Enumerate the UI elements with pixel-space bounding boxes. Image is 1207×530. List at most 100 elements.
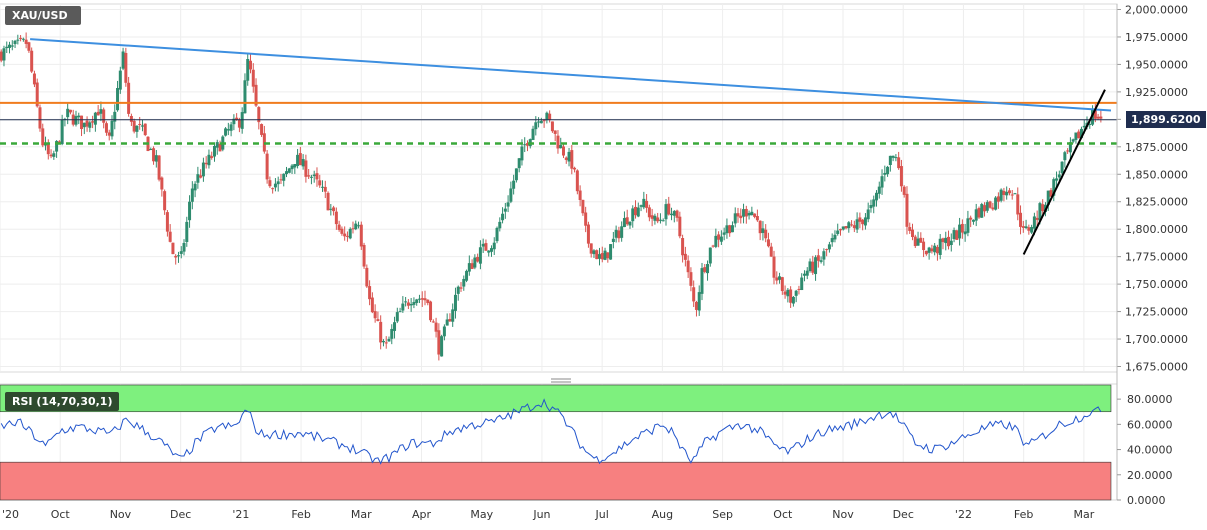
up-candle [312,174,316,177]
up-candle [176,255,180,257]
down-candle [525,143,529,146]
up-candle [603,250,607,260]
down-candle [1010,194,1014,196]
up-candle [240,112,244,129]
y-tick-label: 1,775.0000 [1125,251,1188,264]
up-candle [116,87,120,111]
up-candle [465,270,469,281]
down-candle [199,175,203,178]
down-candle [80,115,84,130]
down-candle [1099,116,1103,119]
up-candle [140,125,144,127]
down-candle [692,287,696,302]
y-tick-label: 1,850.0000 [1125,168,1188,181]
down-candle [129,115,133,122]
down-candle [271,188,275,190]
axis-layer: '20 Oct Nov Dec '21 Feb Mar Apr May Jun Jul Aug Sep O… [2,3,1188,521]
up-candle [5,46,9,49]
up-candle [212,145,216,157]
rsi-indicator-badge[interactable]: RSI (14,70,30,1) [5,392,120,411]
up-candle [1060,161,1064,174]
up-candle [517,158,521,169]
symbol-badge[interactable]: XAU/USD [5,6,81,25]
x-tick-label: Mar [351,508,372,521]
up-candle [301,159,305,167]
down-candle [797,288,801,290]
down-candle [165,212,169,232]
down-candle [542,120,546,122]
up-candle [786,289,790,297]
up-candle [1057,174,1061,178]
up-candle [154,155,158,162]
up-candle [215,142,219,148]
y-tick-label: 1,700.0000 [1125,333,1188,346]
up-candle [201,162,205,177]
up-candle [539,120,543,124]
up-candle [877,186,881,194]
up-candle [149,149,153,151]
up-candle [614,229,618,238]
down-candle [315,173,319,180]
up-candle [830,238,834,243]
down-candle [1007,190,1011,194]
up-candle [883,172,887,175]
down-candle [899,166,903,187]
rsi-overbought-zone [0,384,1112,413]
up-candle [93,112,97,125]
up-candle [927,247,931,253]
down-candle [578,190,582,201]
up-candle [628,221,632,226]
up-candle [293,163,297,168]
down-candle [947,236,951,247]
down-candle [930,248,934,252]
x-tick-label: Oct [51,508,71,521]
down-candle [764,229,768,239]
x-tick-label: '20 [2,508,19,521]
up-candle [451,309,455,322]
up-candle [971,219,975,222]
up-candle [642,198,646,208]
up-candle [442,326,446,337]
up-candle [495,227,499,242]
down-candle [268,180,272,187]
up-candle [401,303,405,311]
down-candle [431,321,435,323]
up-candle [287,168,291,173]
down-candle [647,207,651,218]
up-candle [224,128,228,136]
down-candle [1077,131,1081,139]
up-candle [1074,132,1078,140]
x-tick-label: Dec [893,508,914,521]
down-candle [437,330,441,355]
up-candle [938,238,942,255]
up-candle [113,111,117,122]
up-candle [354,223,358,230]
up-candle [814,257,818,275]
down-candle [825,249,829,251]
up-candle [664,204,668,220]
down-candle [143,123,147,136]
down-candle [681,238,685,256]
down-candle [858,217,862,222]
x-tick-label: Sep [712,508,733,521]
up-candle [1024,226,1028,229]
down-candle [1096,116,1100,119]
up-candle [440,336,444,357]
up-candle [462,278,466,287]
y-tick-label: 2,000.0000 [1125,3,1188,16]
up-candle [512,180,516,189]
down-candle [334,211,338,225]
up-candle [118,70,122,90]
down-candle [960,223,964,233]
up-candle [445,319,449,326]
down-candle [343,233,347,237]
up-candle [916,238,920,246]
up-candle [1071,139,1075,142]
down-candle [484,243,488,251]
down-candle [561,146,565,156]
up-candle [296,154,300,166]
up-candle [179,251,183,254]
up-candle [661,220,665,222]
down-candle [570,150,574,169]
down-candle [755,215,759,221]
